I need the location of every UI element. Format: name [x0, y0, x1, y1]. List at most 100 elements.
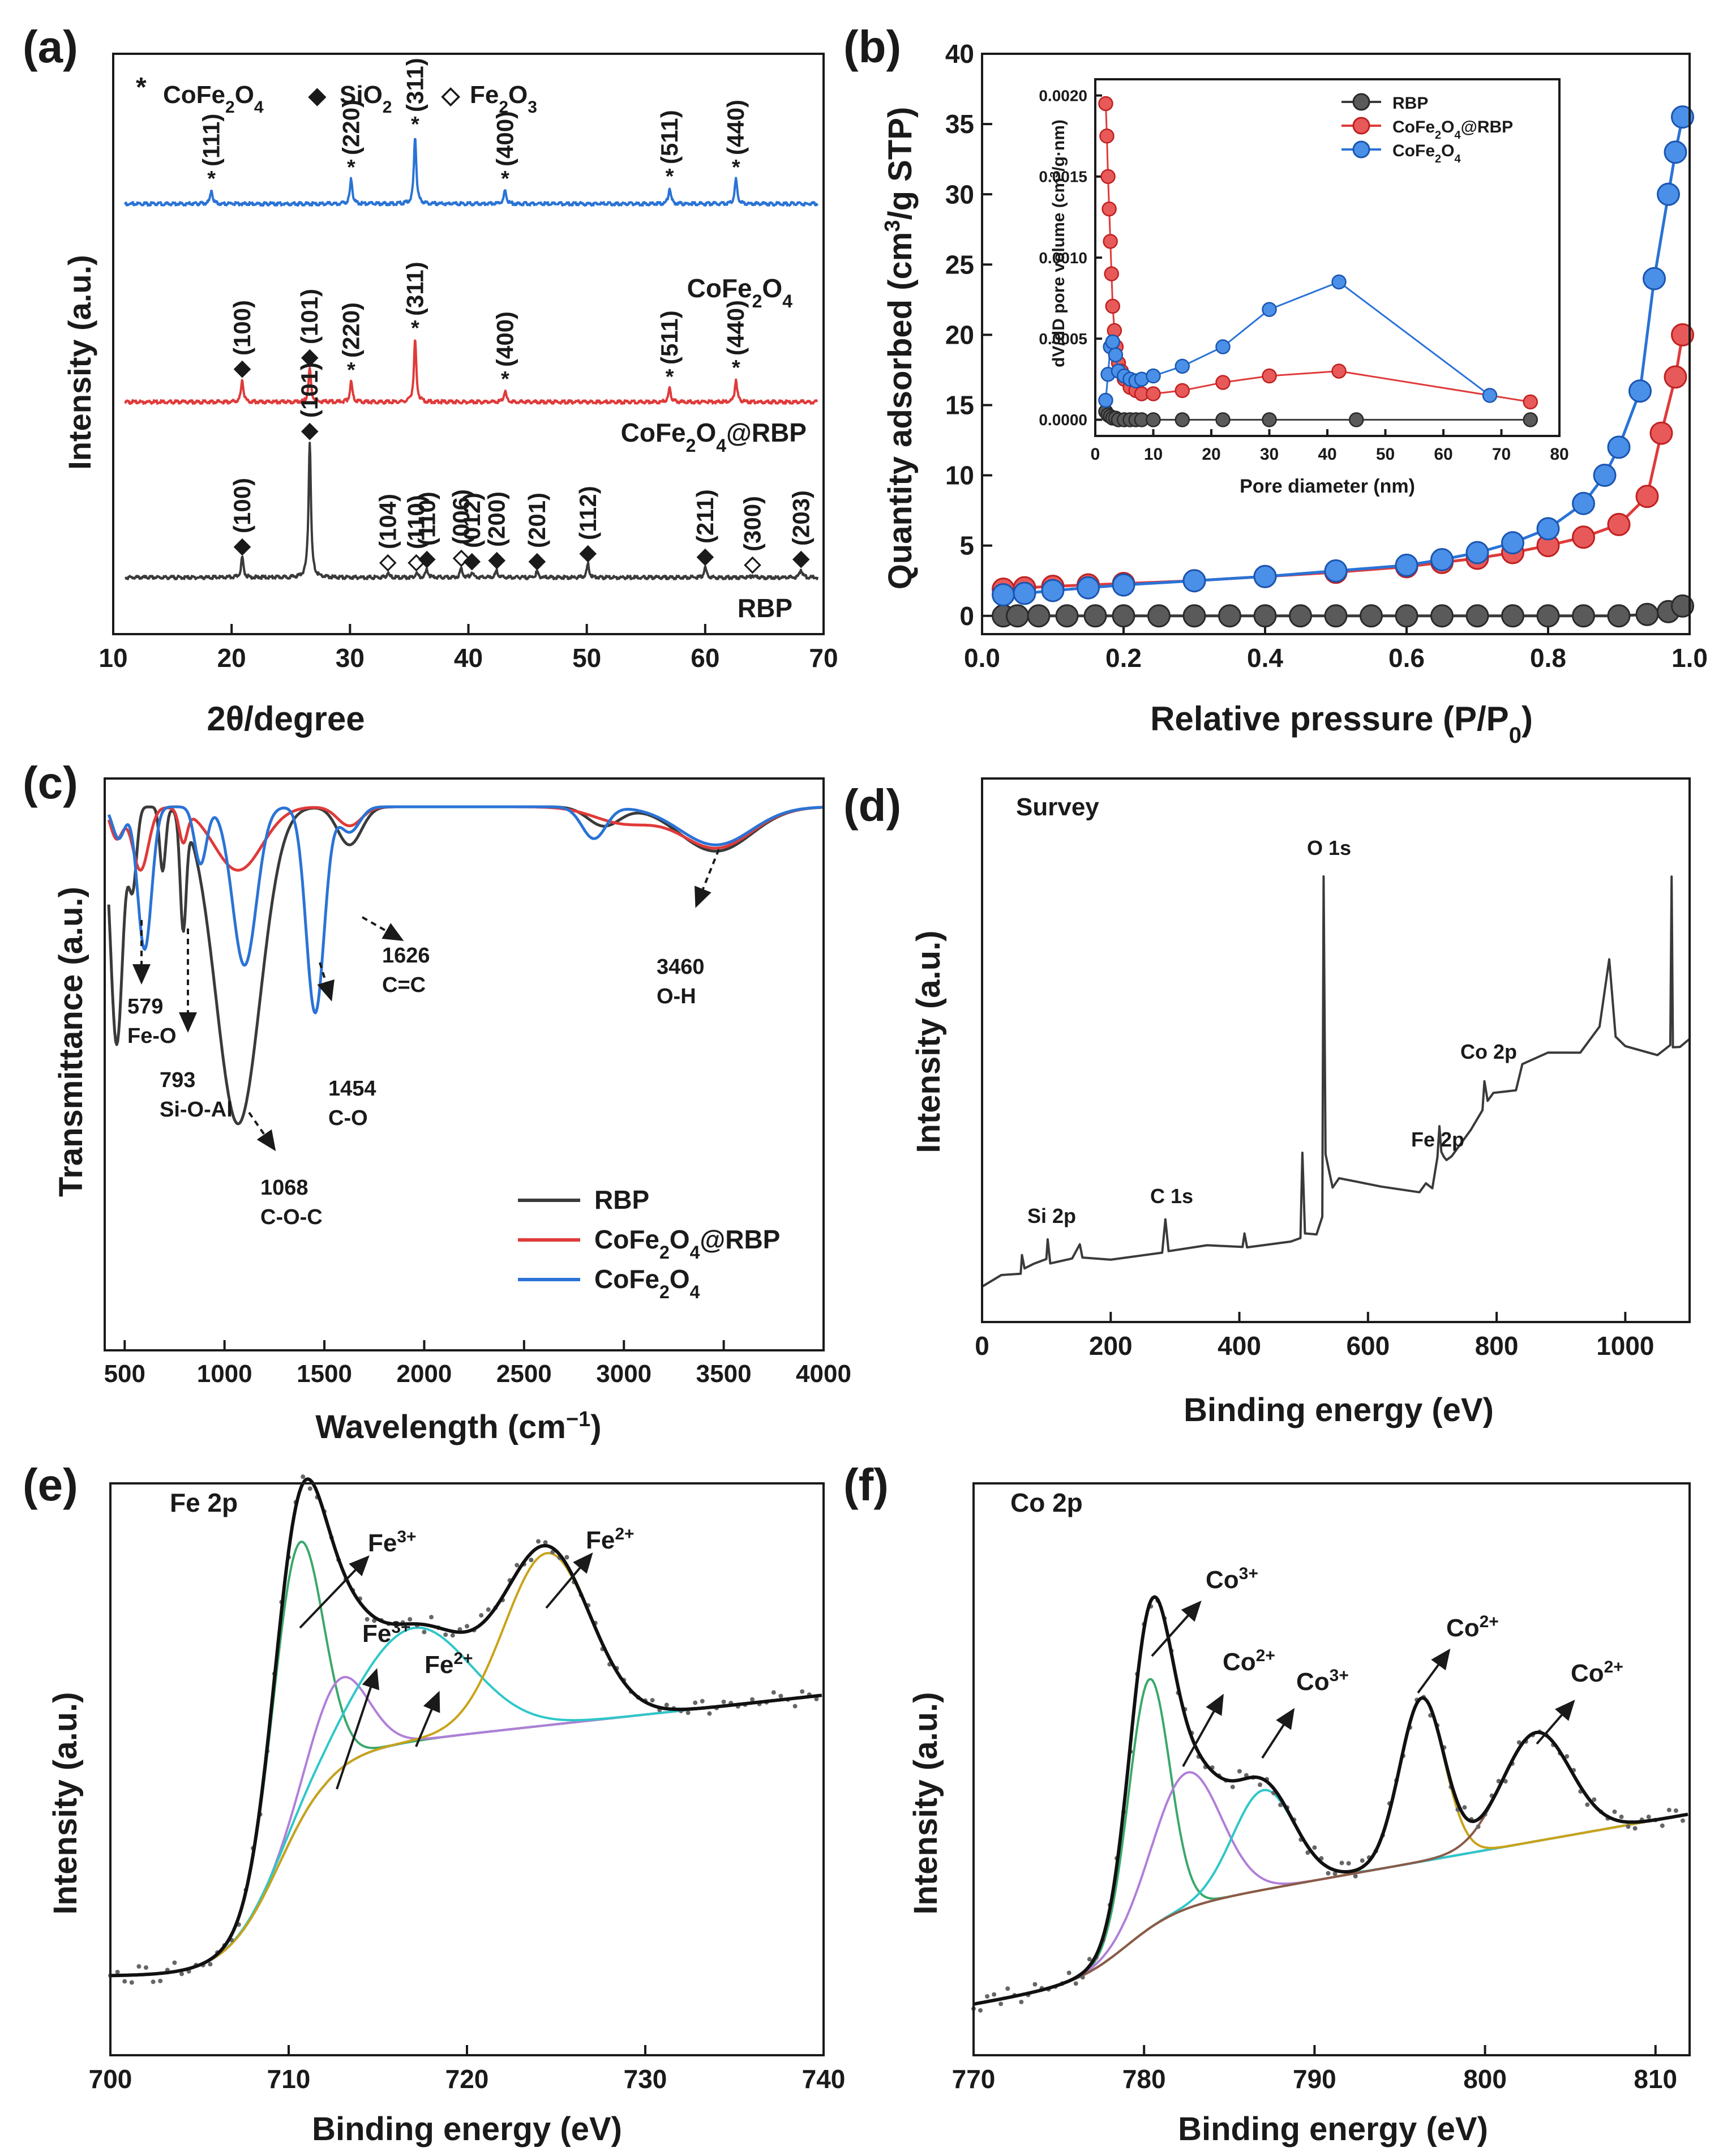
annotation-value: 579 [127, 995, 163, 1019]
bet-point [1572, 604, 1595, 628]
fe2p-component-cyan [110, 1626, 822, 1977]
inset-point [1215, 412, 1231, 427]
co2p-raw-point [1032, 1982, 1038, 1987]
x-tick-label: 40 [454, 643, 483, 673]
inset-point [1523, 412, 1538, 427]
x-tick-label: 50 [572, 643, 601, 673]
xrd-peak-label: (311) [401, 58, 428, 112]
co2p-raw-point [1476, 1824, 1481, 1829]
panel-f-peak-labels: Co3+ Co2+ Co3+ Co2+ Co2+ [1151, 1564, 1623, 1767]
xrd-peak-marker: ◇ [408, 550, 425, 574]
fe2p-raw-point [721, 1699, 726, 1704]
panel-c: (c) Transmittance (a.u.) Wavelength (cm−… [23, 758, 851, 1445]
xrd-peak-label: (201) [524, 493, 550, 548]
co2p-raw-point [1462, 1805, 1467, 1810]
x-tick-label: 70 [809, 643, 838, 673]
inset-point [1104, 266, 1119, 281]
bet-point [1147, 604, 1171, 628]
bet-point [1607, 604, 1631, 628]
panel-f-xlabel: Binding energy (eV) [1178, 2111, 1488, 2148]
fe2p-raw-point [707, 1711, 712, 1716]
label-co3-b: Co3+ [1296, 1666, 1349, 1696]
fe2p-background [110, 1694, 822, 1977]
bet-point [1657, 182, 1680, 206]
legend-label-cofe2o4: CoFe2O4 [594, 1264, 700, 1302]
co2p-raw-point [1258, 1782, 1262, 1787]
xrd-peak-label: (203) [787, 490, 814, 546]
xrd-peak-marker: ◆ [696, 544, 714, 568]
co2p-component-gold [973, 1697, 1688, 2005]
xrd-peak-marker: * [501, 167, 509, 191]
inset-background [1095, 79, 1559, 396]
x-tick-label: 1500 [297, 1360, 352, 1388]
x-tick-label: 730 [624, 2064, 667, 2094]
bet-point [1041, 579, 1065, 602]
bet-point [1253, 604, 1277, 628]
panel-a-ylabel: Intensity (a.u.) [62, 255, 97, 470]
bet-point [992, 583, 1015, 607]
label-co2-c: Co2+ [1571, 1658, 1623, 1688]
bet-point [1360, 604, 1383, 628]
arrow-co2-c [1536, 1699, 1575, 1745]
bet-point [1395, 553, 1418, 577]
inset-point [1175, 358, 1190, 374]
panel-e-frame [109, 1482, 825, 2056]
panel-b-label: (b) [843, 22, 901, 72]
annotation-arrow [317, 962, 335, 1002]
panel-a-legend: * CoFe2O4 ◆ SiO2 ◇ Fe2O3 [136, 72, 537, 117]
x-tick-label: 10 [1144, 445, 1163, 464]
panel-a-ylabel-text: Intensity (a.u.) [62, 255, 97, 470]
x-tick-label: 1.0 [1671, 643, 1708, 673]
co2p-raw-point [985, 1994, 990, 1999]
bet-point [1112, 604, 1135, 628]
xrd-peak-label: (511) [656, 110, 683, 164]
inset-point [1262, 302, 1277, 317]
inset-point [1100, 169, 1116, 185]
label-co3-a: Co3+ [1206, 1564, 1258, 1594]
inset-legend-marker-cofe2o4 [1352, 140, 1370, 159]
bet-point [1006, 604, 1029, 628]
x-tick-label: 80 [1550, 445, 1568, 464]
fe2p-raw-point [465, 1624, 469, 1629]
fe2p-raw-point [479, 1613, 484, 1618]
co2p-raw-point [1305, 1850, 1310, 1855]
xrd-peak-marker: * [411, 113, 419, 136]
x-tick-label: 790 [1293, 2064, 1336, 2094]
co2p-raw-point [1087, 1957, 1092, 1962]
y-tick-label: 35 [945, 109, 974, 139]
co2p-component-purple [973, 1771, 1688, 2005]
xrd-peak-marker: * [207, 167, 216, 191]
bet-point [1182, 569, 1206, 593]
x-tick-label: 30 [336, 643, 365, 673]
xrd-line-black [124, 442, 819, 580]
xrd-peak-marker: ◆ [463, 549, 481, 572]
inset-point [1482, 388, 1498, 403]
x-tick-label: 0.8 [1530, 643, 1566, 673]
fe2p-raw-point [778, 1693, 783, 1699]
co2p-raw-point [1066, 1970, 1071, 1975]
y-tick-label: 5 [959, 531, 974, 561]
co2p-raw-point [1565, 1754, 1570, 1759]
inset-frame [1094, 78, 1561, 437]
panel-e-xlabel: Binding energy (eV) [312, 2111, 622, 2148]
co2p-raw-point [1660, 1823, 1665, 1828]
inset-point [1523, 394, 1538, 410]
co2p-raw-point [1326, 1871, 1331, 1876]
fe2p-raw-point [408, 1617, 413, 1622]
xrd-peak-label: (100) [229, 300, 255, 356]
xrd-peak-marker: ◆ [579, 541, 597, 564]
fe2p-raw-point [115, 1970, 120, 1975]
inset-point [1215, 339, 1231, 354]
fe2p-raw-point [129, 1980, 134, 1985]
panel-f-frame [972, 1482, 1691, 2056]
fe2p-raw-point [151, 1979, 156, 1984]
annotation-arrow [248, 1111, 276, 1152]
xrd-peak-label: (012) [458, 493, 485, 548]
panel-c-label: (c) [23, 758, 78, 808]
inset-point [1108, 347, 1124, 363]
inset-point [1146, 386, 1161, 401]
xrd-peak-label: (101) [296, 362, 323, 418]
panel-f-label: (f) [843, 1460, 889, 1510]
x-tick-label: 3500 [696, 1360, 752, 1388]
